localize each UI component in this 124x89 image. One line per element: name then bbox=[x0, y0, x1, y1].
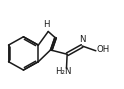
Text: N: N bbox=[79, 36, 86, 44]
Text: H: H bbox=[44, 20, 50, 29]
Text: H₂N: H₂N bbox=[55, 67, 71, 76]
Text: OH: OH bbox=[97, 45, 110, 54]
